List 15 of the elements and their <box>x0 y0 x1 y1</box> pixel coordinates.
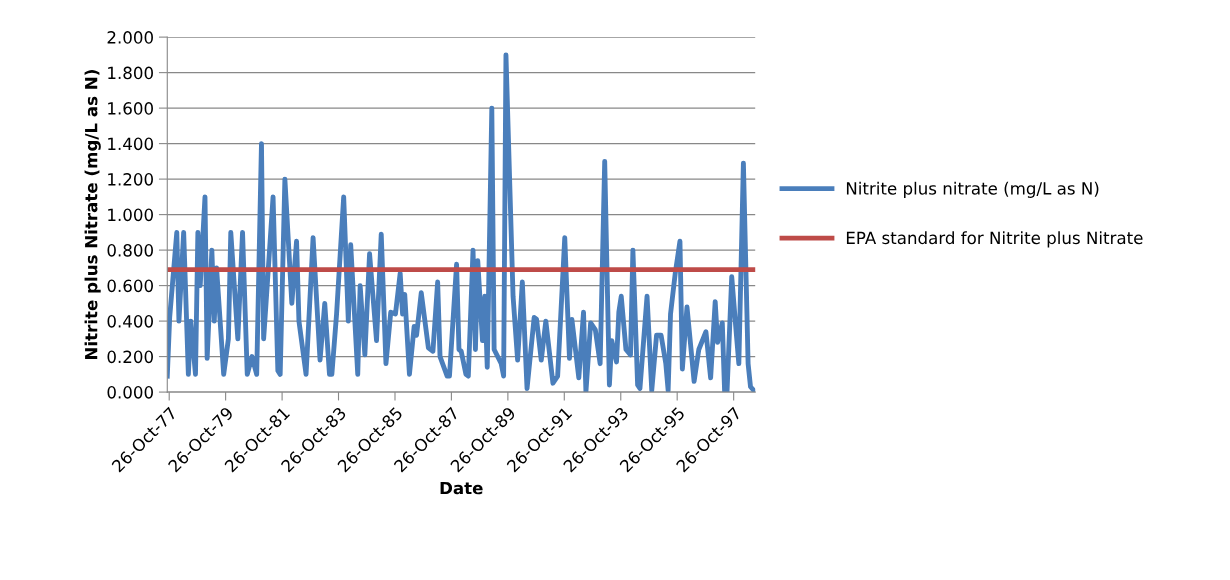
y-tick-label: 1.400 <box>108 137 153 151</box>
y-tick-label: 0.600 <box>107 279 153 293</box>
x-axis-title: Date <box>440 481 483 495</box>
y-tick-label: 0.800 <box>107 244 153 257</box>
y-axis-title: Nitrite plus Nitrate (mg/L as N) <box>84 70 101 360</box>
y-tick-label: 1.600 <box>108 102 153 115</box>
legend-label: EPA standard for Nitrite plus Nitrate <box>846 231 1143 248</box>
y-tick-label: 1.200 <box>108 173 153 186</box>
y-tick-label: 2.000 <box>107 31 153 44</box>
legend-label: Nitrite plus nitrate (mg/L as N) <box>846 181 1099 198</box>
y-tick-label: 1.800 <box>108 66 153 80</box>
y-tick-label: 1.000 <box>108 208 153 222</box>
y-tick-label: 0.400 <box>107 315 153 328</box>
y-tick-label: 0.200 <box>107 350 153 364</box>
y-tick-label: 0.000 <box>107 386 153 399</box>
